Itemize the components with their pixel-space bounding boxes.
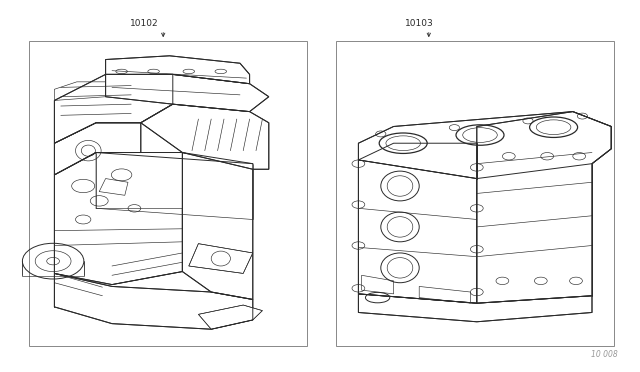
Bar xyxy=(29,41,307,346)
Polygon shape xyxy=(106,74,269,112)
Polygon shape xyxy=(477,112,611,303)
Polygon shape xyxy=(182,153,253,299)
Polygon shape xyxy=(54,123,141,175)
Polygon shape xyxy=(106,56,250,84)
Text: 10 008: 10 008 xyxy=(591,350,618,359)
Polygon shape xyxy=(358,143,477,303)
Text: 10102: 10102 xyxy=(130,19,158,28)
Polygon shape xyxy=(96,153,253,219)
Bar xyxy=(336,41,614,346)
Polygon shape xyxy=(189,244,253,273)
Text: 10103: 10103 xyxy=(405,19,433,28)
Polygon shape xyxy=(358,294,592,322)
Polygon shape xyxy=(198,305,262,329)
Polygon shape xyxy=(54,74,173,143)
Polygon shape xyxy=(54,153,182,285)
Polygon shape xyxy=(141,104,269,169)
Polygon shape xyxy=(54,273,253,329)
Polygon shape xyxy=(358,112,611,179)
